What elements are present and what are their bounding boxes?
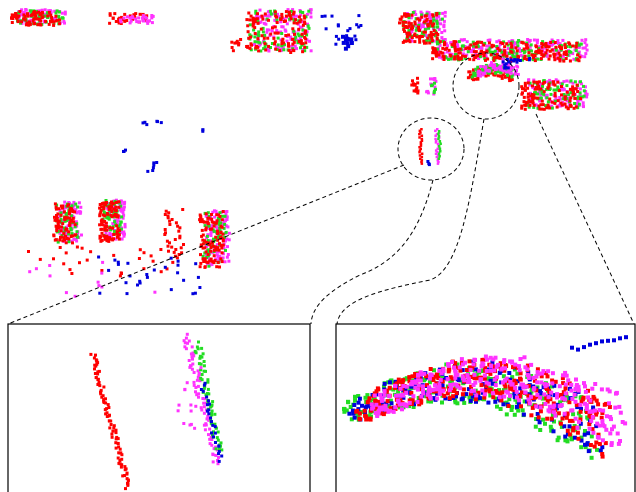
right-inset bbox=[335, 323, 636, 492]
points bbox=[320, 14, 363, 46]
points bbox=[430, 81, 437, 95]
connector-line-vehicle-right bbox=[535, 113, 635, 325]
callout-circle-poles bbox=[397, 117, 465, 181]
points bbox=[520, 80, 583, 111]
points bbox=[398, 12, 440, 45]
inset-band bbox=[369, 354, 628, 447]
points bbox=[410, 76, 420, 95]
inset-pole-magenta bbox=[182, 332, 220, 466]
pole-red bbox=[418, 128, 424, 165]
points bbox=[141, 120, 149, 127]
points bbox=[198, 210, 225, 269]
ground-blue bbox=[97, 255, 202, 296]
points bbox=[122, 148, 127, 153]
pole-green bbox=[437, 130, 442, 160]
points bbox=[501, 60, 511, 70]
left-inset-frame bbox=[7, 323, 311, 492]
overview-scene bbox=[10, 8, 634, 480]
callout-circle-vehicle bbox=[452, 52, 520, 120]
points bbox=[201, 128, 205, 133]
points bbox=[155, 119, 163, 125]
points bbox=[431, 40, 582, 63]
points bbox=[52, 202, 77, 245]
points bbox=[152, 161, 159, 167]
points bbox=[119, 14, 155, 25]
inset-pole-red bbox=[89, 352, 130, 491]
inset-pole-blue bbox=[199, 381, 224, 463]
points bbox=[245, 10, 308, 54]
connector-line-poles-left bbox=[7, 164, 405, 325]
points bbox=[10, 10, 62, 27]
pole-red-2 bbox=[163, 208, 185, 260]
points bbox=[98, 200, 121, 243]
points bbox=[230, 38, 243, 53]
vehicle-points-magenta bbox=[476, 60, 520, 78]
inset-blue-top bbox=[570, 335, 628, 352]
ground-magenta bbox=[28, 260, 157, 298]
points bbox=[426, 160, 431, 167]
connector-line-vehicle-left bbox=[336, 118, 485, 325]
left-inset bbox=[7, 323, 311, 492]
points bbox=[146, 166, 155, 173]
points bbox=[341, 34, 354, 51]
inset-pole-magenta-scatter bbox=[176, 366, 203, 430]
connector-line-poles-right bbox=[310, 179, 434, 325]
ground-red bbox=[27, 245, 176, 278]
